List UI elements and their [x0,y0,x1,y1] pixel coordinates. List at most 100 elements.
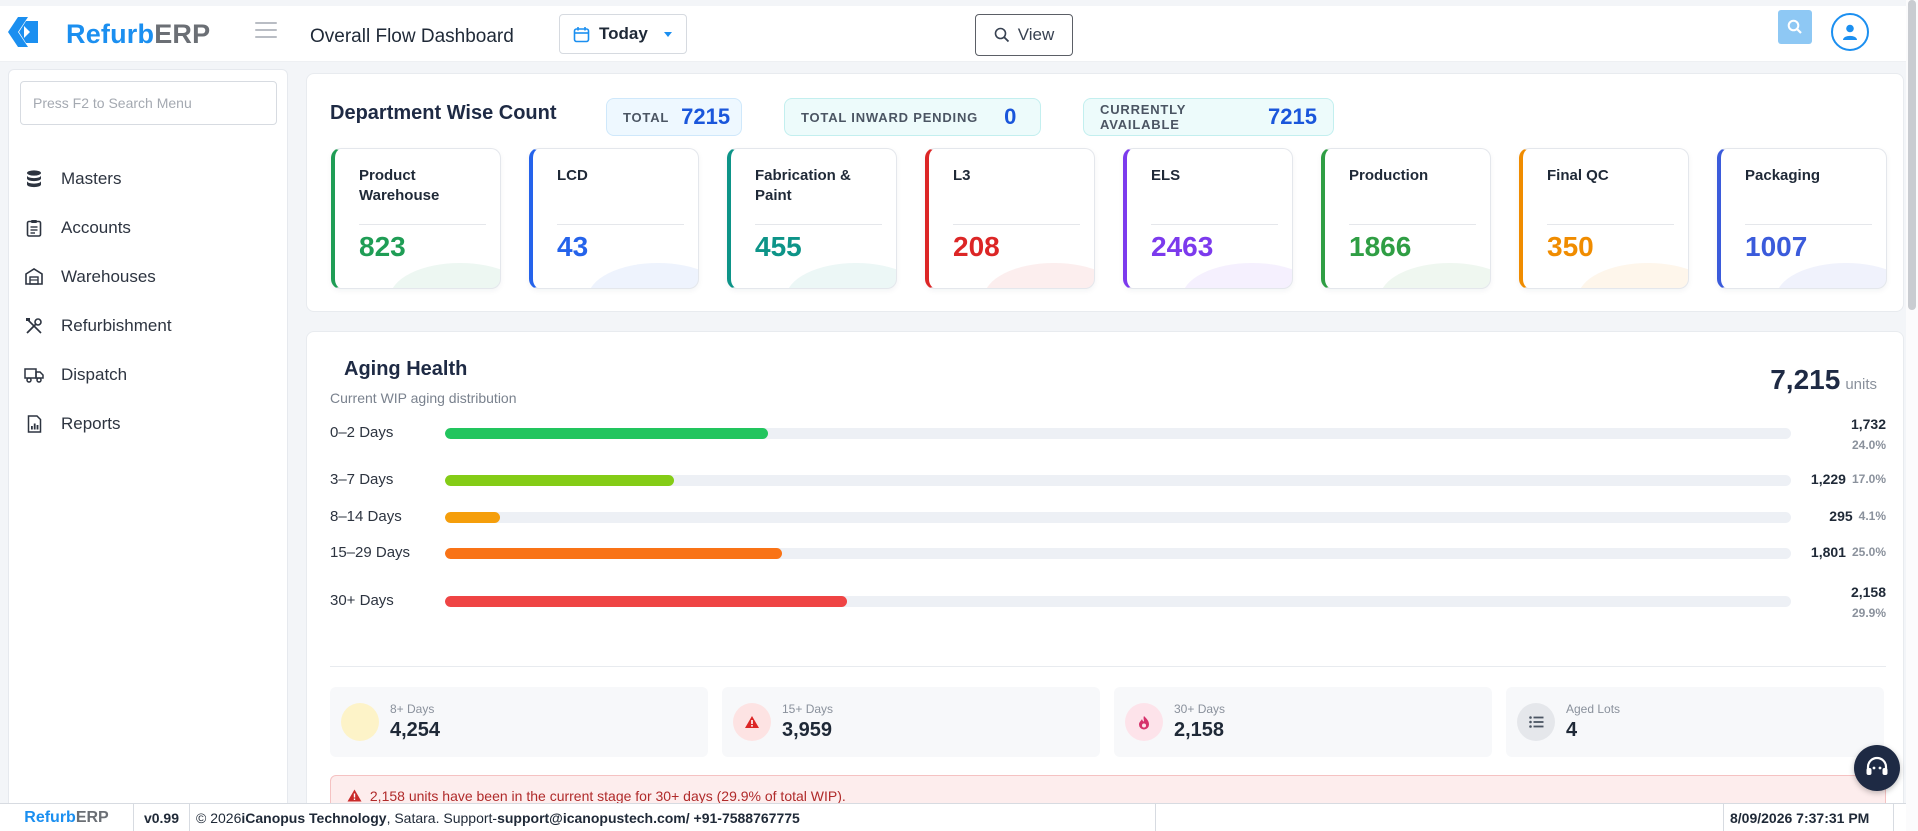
sidebar-item-reports[interactable]: Reports [9,399,287,448]
sidebar-item-dispatch[interactable]: Dispatch [9,350,287,399]
sidebar-item-warehouses[interactable]: Warehouses [9,252,287,301]
warning-icon [733,703,771,741]
dept-card-product-warehouse[interactable]: Product Warehouse 823 [331,148,501,289]
footer-company: iCanopus Technology [241,809,387,826]
inward-pending-label: TOTAL INWARD PENDING [801,109,979,125]
brand-name: RefurbERP [66,19,210,50]
dept-card-name: Packaging [1745,167,1821,184]
aging-health-panel: Aging Health Current WIP aging distribut… [306,331,1904,831]
footer-version: v0.99 [134,804,190,831]
aging-row-0-2-days: 0–2 Days 1,732 24.0% [330,416,1886,452]
aging-bar-track [445,428,1791,439]
dept-card-decoration [390,263,500,288]
support-chat-button[interactable] [1854,745,1900,791]
footer-support-phone: / +91-7588767775 [685,809,800,826]
aging-row-15-29-days: 15–29 Days 1,801 25.0% [330,538,1886,568]
dept-card-value: 823 [359,231,406,262]
dept-card-name: Final QC [1547,167,1609,184]
brand-name-part1: Refurb [66,19,155,49]
global-search-button[interactable] [1778,10,1812,44]
sidebar-item-refurbishment[interactable]: Refurbishment [9,301,287,350]
divider [755,224,882,225]
aging-row-percent: 29.9% [1851,606,1886,620]
tools-icon [24,316,44,336]
dept-card-decoration [588,263,698,288]
dept-card-decoration [1182,263,1292,288]
aging-bar-fill [445,428,768,439]
aging-bar-track [445,596,1791,607]
menu-search-input[interactable] [20,81,277,125]
aging-row-percent: 24.0% [1851,438,1886,452]
dept-card-els[interactable]: ELS 2463 [1123,148,1293,289]
dept-card-name: Fabrication & Paint [755,167,851,204]
hamburger-menu-icon[interactable] [255,22,277,40]
dept-card-value: 43 [557,231,589,262]
headset-icon [1866,756,1888,775]
aging-row-count: 295 [1829,508,1853,524]
dept-card-decoration [1380,263,1490,288]
sidebar-item-accounts[interactable]: Accounts [9,203,287,252]
dept-card-value: 350 [1547,231,1594,262]
aging-row-count: 1,732 [1850,416,1886,432]
dept-card-decoration [1776,263,1886,288]
fire-icon [1125,703,1163,741]
aging-row-count: 2,158 [1850,584,1886,600]
divider [359,224,486,225]
dept-card-fabrication-paint[interactable]: Fabrication & Paint 455 [727,148,897,289]
search-icon [994,27,1009,43]
dept-card-value: 455 [755,231,802,262]
dept-card-name: LCD [557,167,588,184]
sidebar-item-label: Reports [61,413,121,433]
sidebar-item-label: Accounts [61,217,131,237]
aging-health-subtitle: Current WIP aging distribution [330,390,517,406]
divider [1745,224,1872,225]
stat-value: 2,158 [1174,719,1225,741]
dept-card-decoration [1578,263,1688,288]
inward-pending-badge: TOTAL INWARD PENDING 0 [784,98,1041,136]
page-title: Overall Flow Dashboard [310,26,514,47]
currently-available-badge: CURRENTLY AVAILABLE 7215 [1083,98,1334,136]
calendar-icon [573,26,590,42]
clipboard-icon [24,218,44,238]
department-count-title: Department Wise Count [330,102,557,124]
inward-pending-value: 0 [1004,104,1017,129]
aging-row-percent: 4.1% [1858,509,1886,523]
sidebar-item-label: Warehouses [61,266,156,286]
page-scrollbar-thumb[interactable] [1908,0,1916,310]
footer-support-email[interactable]: support@icanopustech.com [497,809,686,826]
date-filter-dropdown[interactable]: Today [559,14,687,54]
dept-card-packaging[interactable]: Packaging 1007 [1717,148,1887,289]
aging-bar-fill [445,512,500,523]
date-filter-label: Today [599,24,648,43]
view-button[interactable]: View [975,14,1073,56]
warning-icon [347,789,362,802]
dept-card-lcd[interactable]: LCD 43 [529,148,699,289]
footer-datetime: 8/09/2026 7:37:31 PM [1724,804,1894,831]
sidebar-item-masters[interactable]: Masters [9,154,287,203]
dept-card-value: 2463 [1151,231,1214,262]
sidebar: Masters Accounts Warehouses Refurbishmen… [8,69,288,809]
dept-card-final-qc[interactable]: Final QC 350 [1519,148,1689,289]
stat-value: 4 [1566,719,1578,741]
dept-card-l3[interactable]: L3 208 [925,148,1095,289]
dept-card-name: L3 [953,167,971,184]
footer-brand: Refurb ERP [0,804,134,831]
aging-bar-fill [445,596,847,607]
stat-label: 8+ Days [390,702,435,716]
dept-card-name: ELS [1151,167,1181,184]
aging-row-percent: 17.0% [1851,472,1886,486]
user-profile-button[interactable] [1831,13,1869,51]
footer-copyright: © 2026 iCanopus Technology, Satara. Supp… [190,804,1156,831]
search-icon [1787,19,1802,34]
dept-card-production[interactable]: Production 1866 [1321,148,1491,289]
stat-label: 30+ Days [1174,702,1226,716]
database-icon [24,169,44,189]
dept-card-name: Production [1349,167,1429,184]
divider [557,224,684,225]
footer: Refurb ERP v0.99 © 2026 iCanopus Technolo… [0,803,1906,831]
brand-logo-icon [8,17,38,47]
aging-total: 7,215 units [1770,364,1877,396]
currently-available-label: CURRENTLY AVAILABLE [1100,102,1186,132]
aging-bar-fill [445,475,674,486]
aging-bar-track [445,475,1791,486]
